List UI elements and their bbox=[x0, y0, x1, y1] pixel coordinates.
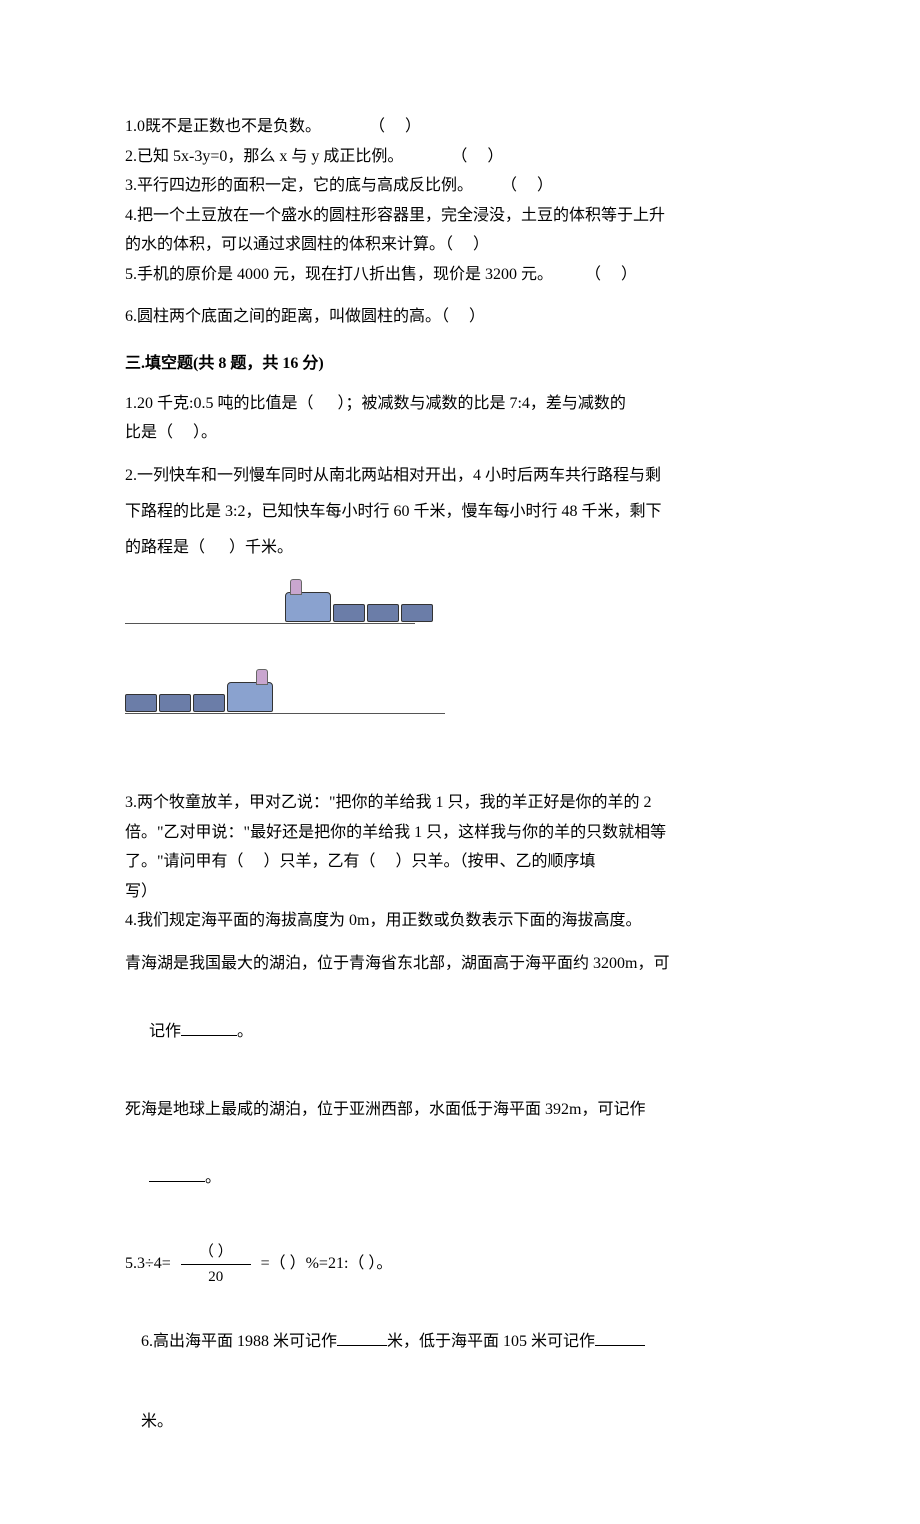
s3-q2: 2.一列快车和一列慢车同时从南北两站相对开出，4 小时后两车共行路程与剩 下路程… bbox=[125, 460, 795, 564]
s3-q4-p1: 青海湖是我国最大的湖泊，位于青海省东北部，湖面高于海平面约 3200m，可 记作… bbox=[125, 948, 795, 1080]
s3-q4-p1-suffix: 。 bbox=[237, 1023, 253, 1040]
blank-field bbox=[337, 1329, 387, 1346]
s3-q1-line1: 1.20 千克:0.5 吨的比值是（ ）；被减数与减数的比是 7:4，差与减数的 bbox=[125, 391, 795, 417]
blank-field bbox=[595, 1329, 645, 1346]
fraction: （ ） 20 bbox=[181, 1240, 251, 1289]
s3-q6-prefix: 6.高出海平面 1988 米可记作 bbox=[141, 1333, 337, 1350]
chimney-icon bbox=[256, 669, 268, 685]
s3-q5-mid: =（ ）%=21:（ ）。 bbox=[261, 1255, 393, 1272]
freight-car-icon bbox=[367, 604, 399, 622]
s2-q3: 3.平行四边形的面积一定，它的底与高成反比例。 （ ） bbox=[125, 173, 795, 199]
s2-q1: 1.0既不是正数也不是负数。 （ ） bbox=[125, 114, 795, 140]
freight-car-icon bbox=[401, 604, 433, 622]
freight-car-icon bbox=[159, 694, 191, 712]
s2-q5: 5.手机的原价是 4000 元，现在打八折出售，现价是 3200 元。 （ ） bbox=[125, 262, 795, 288]
s2-q6: 6.圆柱两个底面之间的距离，叫做圆柱的高。（ ） bbox=[125, 304, 795, 330]
s3-q6-line2: 米。 bbox=[125, 1384, 795, 1461]
page-content: 1.0既不是正数也不是负数。 （ ） 2.已知 5x-3y=0，那么 x 与 y… bbox=[0, 0, 920, 1524]
s2-q4-line2: 的水的体积，可以通过求圆柱的体积来计算。（ ） bbox=[125, 232, 795, 258]
s3-q6-suffix: 米。 bbox=[141, 1413, 173, 1430]
s3-q2-line2: 下路程的比是 3:2，已知快车每小时行 60 千米，慢车每小时行 48 千米，剩… bbox=[125, 496, 795, 528]
section3-heading: 三.填空题(共 8 题，共 16 分) bbox=[125, 351, 795, 377]
loco-icon bbox=[227, 682, 273, 712]
s2-q2: 2.已知 5x-3y=0，那么 x 与 y 成正比例。 （ ） bbox=[125, 144, 795, 170]
s2-q4-line1: 4.把一个土豆放在一个盛水的圆柱形容器里，完全浸没，土豆的体积等于上升 bbox=[125, 203, 795, 229]
train-illustration bbox=[125, 582, 795, 772]
s3-q5: 5.3÷4= （ ） 20 =（ ）%=21:（ ）。 bbox=[125, 1240, 795, 1289]
freight-car-icon bbox=[333, 604, 365, 622]
s3-q4: 4.我们规定海平面的海拔高度为 0m，用正数或负数表示下面的海拔高度。 bbox=[125, 908, 795, 934]
s3-q6-mid: 米，低于海平面 105 米可记作 bbox=[387, 1333, 595, 1350]
fraction-denominator: 20 bbox=[181, 1265, 251, 1289]
fraction-numerator: （ ） bbox=[181, 1240, 251, 1265]
s3-q4-p2-suffix: 。 bbox=[205, 1169, 221, 1186]
freight-car-icon bbox=[193, 694, 225, 712]
s3-q4-p2-line1: 死海是地球上最咸的湖泊，位于亚洲西部，水面低于海平面 392m，可记作 bbox=[125, 1094, 795, 1126]
s3-q1-line2: 比是（ ）。 bbox=[125, 420, 795, 446]
s3-q3-line1: 3.两个牧童放羊，甲对乙说："把你的羊给我 1 只，我的羊正好是你的羊的 2 bbox=[125, 790, 795, 816]
loco-icon bbox=[285, 592, 331, 622]
s3-q3-line2: 倍。"乙对甲说："最好还是把你的羊给我 1 只，这样我与你的羊的只数就相等 bbox=[125, 820, 795, 846]
s3-q2-line1: 2.一列快车和一列慢车同时从南北两站相对开出，4 小时后两车共行路程与剩 bbox=[125, 460, 795, 492]
s3-q3-line3: 了。"请问甲有（ ）只羊，乙有（ ）只羊。（按甲、乙的顺序填 bbox=[125, 849, 795, 875]
blank-field bbox=[149, 1165, 205, 1182]
freight-car-icon bbox=[125, 694, 157, 712]
rail-top bbox=[125, 623, 415, 624]
s3-q4-p2: 死海是地球上最咸的湖泊，位于亚洲西部，水面低于海平面 392m，可记作 。 bbox=[125, 1094, 795, 1226]
s3-q3-line4: 写） bbox=[125, 879, 795, 905]
s3-q5-left: 5.3÷4= bbox=[125, 1255, 171, 1272]
s3-q4-p1-prefix: 记作 bbox=[149, 1023, 181, 1040]
s3-q4-p1-line1: 青海湖是我国最大的湖泊，位于青海省东北部，湖面高于海平面约 3200m，可 bbox=[125, 948, 795, 980]
chimney-icon bbox=[290, 579, 302, 595]
slow-train bbox=[125, 682, 275, 712]
blank-field bbox=[181, 1019, 237, 1036]
rail-bottom bbox=[125, 713, 445, 714]
s3-q4-p1-line2: 记作 。 bbox=[125, 984, 795, 1080]
s3-q6: 6.高出海平面 1988 米可记作 米，低于海平面 105 米可记作 bbox=[125, 1303, 795, 1380]
fast-train bbox=[285, 592, 435, 622]
s3-q2-line3: 的路程是（ ）千米。 bbox=[125, 532, 795, 564]
s3-q4-p2-line2: 。 bbox=[125, 1130, 795, 1226]
